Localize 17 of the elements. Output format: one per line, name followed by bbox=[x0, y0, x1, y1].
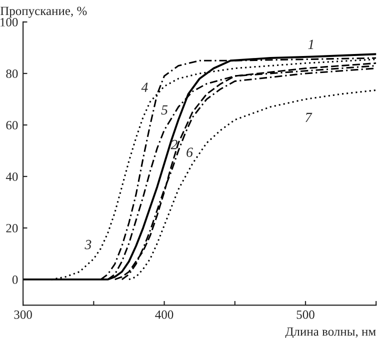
series-label: 7 bbox=[306, 112, 312, 122]
x-tick-label: 400 bbox=[155, 310, 174, 319]
y-tick-label: 0 bbox=[12, 275, 18, 284]
series-label: 4 bbox=[141, 82, 148, 92]
series-label: 3 bbox=[84, 240, 92, 250]
x-tick-label: 300 bbox=[14, 310, 32, 319]
series-label: 5 bbox=[161, 105, 168, 115]
y-tick-label: 100 bbox=[0, 18, 18, 26]
y-tick-label: 80 bbox=[6, 69, 18, 78]
y-axis-title: Пропускание, % bbox=[0, 6, 87, 18]
y-tick-label: 40 bbox=[6, 172, 18, 181]
y-tick-label: 20 bbox=[6, 224, 18, 232]
series-label: 6 bbox=[186, 148, 193, 157]
x-tick-label: 500 bbox=[296, 310, 314, 319]
series-label: 1 bbox=[308, 40, 314, 49]
x-axis-title: Длина волны, нм bbox=[285, 327, 376, 338]
y-tick-label: 60 bbox=[6, 120, 18, 130]
